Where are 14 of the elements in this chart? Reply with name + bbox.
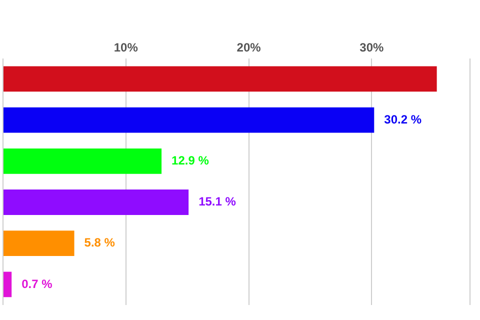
x-tick-label: 30% <box>360 40 384 55</box>
bar <box>4 148 162 174</box>
bar <box>4 230 74 256</box>
data-label: 30.2 % <box>384 112 422 126</box>
data-label: 5.8 % <box>84 236 116 250</box>
bar <box>4 107 374 133</box>
data-label: 15.1 % <box>198 194 236 209</box>
bar <box>4 272 12 298</box>
x-tick-label: 20% <box>236 40 262 55</box>
data-label: 0.7 % <box>22 276 53 291</box>
bar <box>4 66 437 92</box>
x-tick-label: 10% <box>114 40 138 55</box>
bar <box>4 190 189 215</box>
data-label: 12.9 % <box>172 153 210 168</box>
